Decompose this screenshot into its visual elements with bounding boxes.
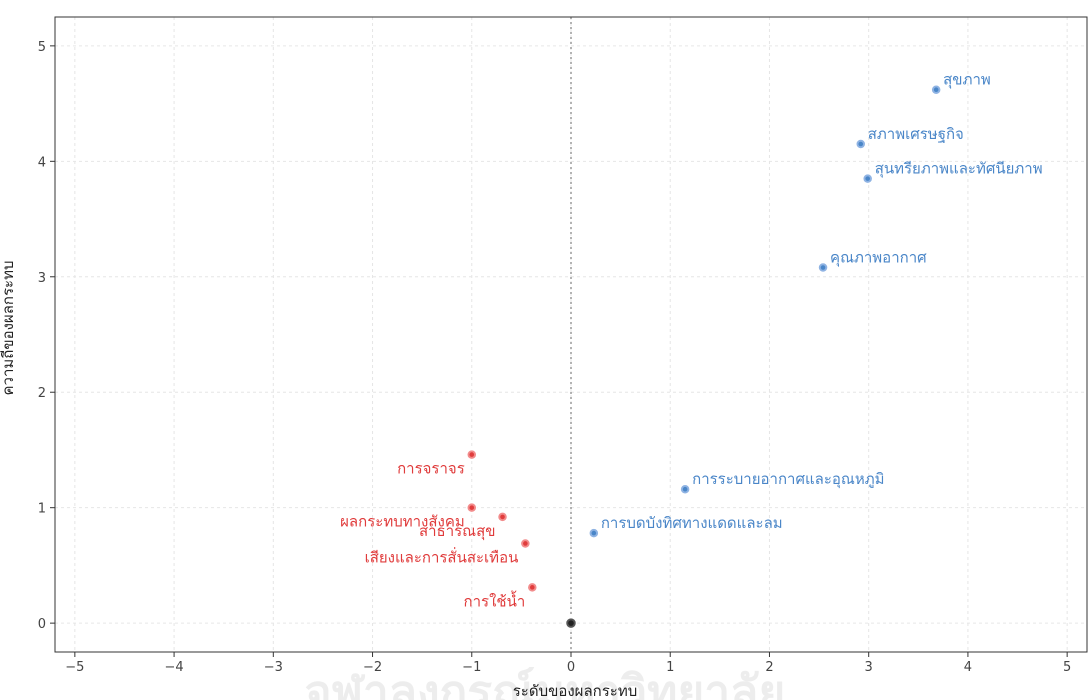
x-tick-label: −2 — [363, 660, 382, 675]
y-tick-label: 5 — [38, 40, 46, 55]
data-point — [523, 541, 528, 546]
x-tick-label: 2 — [765, 660, 773, 675]
data-point — [530, 585, 535, 590]
data-point — [591, 530, 597, 536]
x-tick-label: −3 — [264, 660, 283, 675]
data-point — [865, 176, 870, 181]
tick-layer: −5 −4 −3 −2 −1 0 1 2 3 4 5 0 1 2 3 4 5 — [38, 40, 1072, 675]
data-point — [933, 87, 939, 93]
point-label: การบดบังทิศทางแดดและลม — [601, 514, 783, 532]
point-label: สาธารณสุข — [419, 522, 496, 541]
data-point — [500, 514, 505, 520]
x-tick-label: −4 — [164, 660, 183, 675]
point-label: คุณภาพอากาศ — [830, 249, 927, 268]
point-label: การระบายอากาศและอุณหภูมิ — [692, 470, 884, 489]
x-tick-label: 1 — [666, 660, 674, 675]
data-point — [858, 141, 864, 147]
x-tick-label: 0 — [567, 660, 575, 675]
x-tick-label: −5 — [65, 660, 84, 675]
x-tick-label: 4 — [964, 660, 972, 675]
data-point — [820, 265, 826, 270]
point-label: การใช้น้ำ — [464, 590, 526, 610]
x-tick-label: 3 — [865, 660, 873, 675]
y-tick-label: 4 — [38, 155, 46, 170]
y-axis-title: ความถี่ของผลกระทบ — [0, 260, 17, 395]
x-tick-label: 5 — [1063, 660, 1071, 675]
watermark: จุฬาลงกรณ์มหาวิทยาลัย — [305, 665, 786, 700]
data-point — [469, 452, 475, 457]
y-tick-label: 3 — [38, 271, 46, 286]
x-tick-label: −1 — [462, 660, 481, 675]
point-label: การจราจร — [397, 460, 465, 478]
point-layer: สุขภาพสภาพเศรษฐกิจสุนทรียภาพและทัศนียภาพ… — [340, 71, 1043, 630]
y-tick-label: 0 — [38, 617, 46, 632]
point-label: เสียงและการสั่นสะเทือน — [365, 546, 519, 566]
data-point — [469, 505, 475, 510]
y-tick-label: 1 — [38, 502, 46, 517]
origin-point — [568, 620, 574, 626]
data-point — [682, 486, 688, 492]
point-label: สุขภาพ — [943, 71, 991, 90]
point-label: สุนทรียภาพและทัศนียภาพ — [875, 160, 1043, 179]
x-axis-title: ระดับของผลกระทบ — [513, 682, 638, 700]
point-label: สภาพเศรษฐกิจ — [868, 125, 964, 143]
y-tick-label: 2 — [38, 386, 46, 401]
point-label: ผลกระทบทางสังคม — [340, 513, 465, 531]
